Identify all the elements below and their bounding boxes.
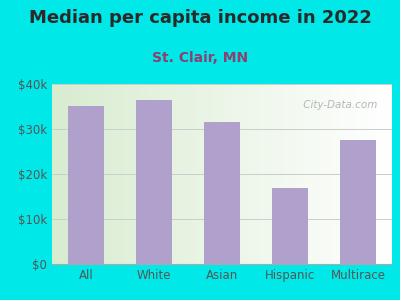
Text: Median per capita income in 2022: Median per capita income in 2022 — [28, 9, 372, 27]
Bar — [340, 140, 376, 264]
Text: City-Data.com: City-Data.com — [300, 100, 378, 110]
Bar — [68, 106, 104, 264]
Bar — [272, 188, 308, 264]
Bar — [136, 100, 172, 264]
Text: St. Clair, MN: St. Clair, MN — [152, 51, 248, 65]
Bar — [204, 122, 240, 264]
